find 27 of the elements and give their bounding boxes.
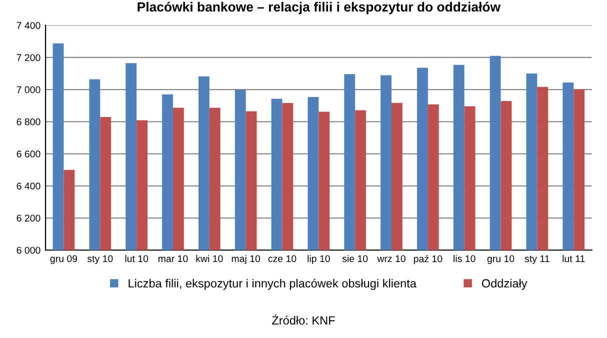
- y-tick-label: 6 400: [16, 182, 40, 190]
- y-tick-label: 7 000: [16, 86, 40, 94]
- x-tick-label: kwi 10: [196, 254, 223, 262]
- y-tick-label: 6 600: [16, 150, 40, 158]
- x-tick-label: paź 10: [414, 254, 442, 264]
- x-tick-label: mar 10: [158, 255, 188, 262]
- y-tick-label: 6 200: [16, 214, 40, 222]
- x-tick-label: maj 10: [232, 254, 260, 264]
- y-tick-label: 6 800: [16, 118, 40, 126]
- y-tick-label: 6 000: [16, 246, 40, 254]
- legend-label: Liczba filii, ekspozytur i innych placówek obsługi klienta: [128, 278, 416, 290]
- text: Źródło: KNF: [272, 314, 335, 325]
- x-tick-label: lip 10: [308, 254, 330, 264]
- x-tick-label: lut 10: [125, 254, 148, 262]
- x-tick-label: lis 10: [454, 254, 476, 262]
- y-tick-label: 7 200: [16, 54, 40, 62]
- x-tick-label: gru 09: [50, 255, 78, 264]
- x-tick-label: sty 10: [87, 255, 113, 264]
- y-tick-label: 7 400: [16, 22, 40, 29]
- legend-label: Oddziały: [482, 278, 528, 290]
- x-tick-label: gru 10: [487, 255, 514, 264]
- x-tick-label: sie 10: [342, 254, 368, 262]
- x-tick-label: wrz 10: [377, 255, 406, 262]
- x-tick-label: lut 11: [562, 254, 585, 262]
- x-tick-label: cze 10: [268, 255, 296, 262]
- x-tick-label: sty 11: [524, 255, 550, 264]
- chart-title: Placówki bankowe – relacja filii i ekspozytur do oddziałów: [138, 2, 501, 14]
